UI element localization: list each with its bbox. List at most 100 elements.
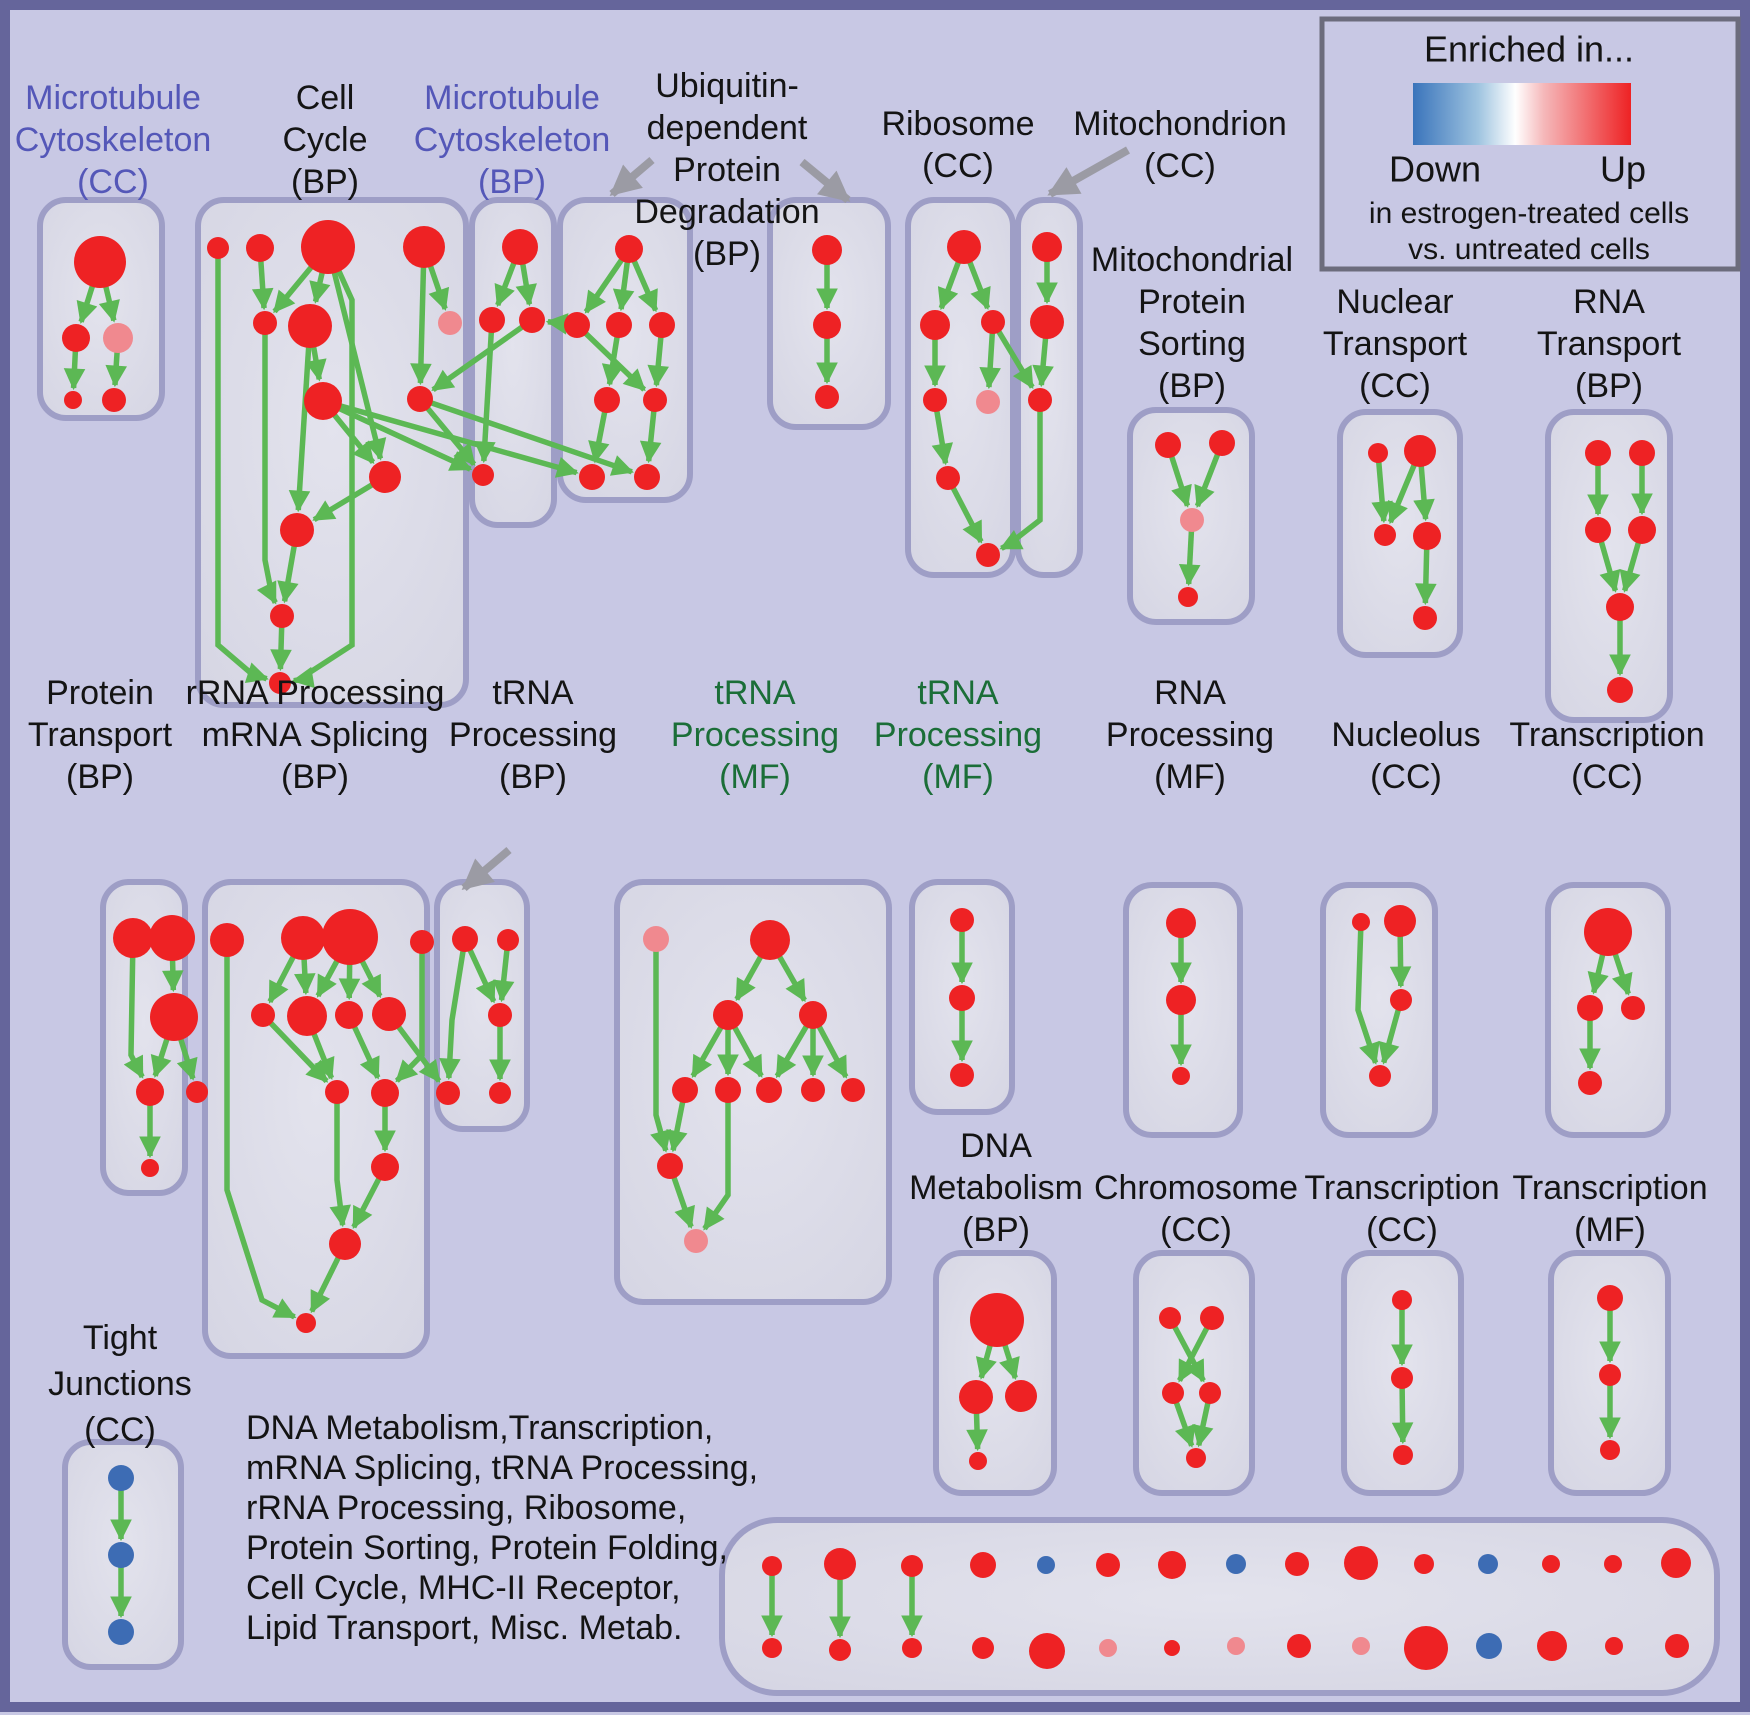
node-r1 xyxy=(210,923,244,957)
edge-t2-t3 xyxy=(492,948,515,1003)
group-label-nuclear-transport-line1: Transport xyxy=(1323,325,1468,363)
node-c1 xyxy=(502,229,538,265)
group-label-rrna-processing-mrna-splicing-line0: rRNA Processing xyxy=(186,674,445,712)
group-label-protein-transport-line2: (BP) xyxy=(66,758,134,796)
node-k6 xyxy=(1099,1639,1117,1657)
node-u3 xyxy=(1390,989,1412,1011)
edge-h1-h3 xyxy=(1168,454,1192,508)
edge-p1-p4 xyxy=(123,955,145,1079)
group-label-tight-junctions-line0: Tight xyxy=(83,1319,158,1357)
group-label-cell-cycle-line2: (BP) xyxy=(291,163,359,201)
node-d1 xyxy=(615,235,643,263)
node-s6 xyxy=(1096,1553,1120,1577)
node-f5 xyxy=(976,390,1000,414)
node-s13 xyxy=(1542,1555,1560,1573)
edge-b3-b12 xyxy=(291,268,355,689)
edge-m4-m9 xyxy=(816,1024,849,1079)
group-box-rrna-processing-mrna-splicing xyxy=(202,879,430,1359)
node-s2 xyxy=(824,1548,856,1580)
node-z2 xyxy=(1599,1364,1621,1386)
node-s10 xyxy=(1344,1546,1378,1580)
node-w4 xyxy=(969,1452,987,1470)
group-label-ribosome-line0: Ribosome xyxy=(881,105,1034,143)
node-f7 xyxy=(976,543,1000,567)
node-k2 xyxy=(829,1639,851,1661)
node-c4 xyxy=(472,464,494,486)
node-p2 xyxy=(149,915,195,961)
edge-r3-r6 xyxy=(315,958,340,998)
edge-x3-x5 xyxy=(1173,1400,1196,1448)
edge-w2-w4 xyxy=(966,1411,988,1452)
edge-b4-b13 xyxy=(410,265,432,386)
edge-f6-f7 xyxy=(950,485,984,544)
group-label-cell-cycle-line0: Cell xyxy=(296,79,355,117)
edge-g2-g3 xyxy=(1032,336,1054,388)
node-u1 xyxy=(1352,913,1370,931)
node-b12 xyxy=(269,672,291,694)
node-t5 xyxy=(489,1082,511,1104)
node-x3 xyxy=(1162,1382,1184,1404)
edge-r9-r12 xyxy=(329,1102,351,1228)
node-r13 xyxy=(296,1313,316,1333)
node-m8 xyxy=(801,1078,825,1102)
group-label-rna-transport-line1: Transport xyxy=(1537,325,1682,363)
edge-y2-y3 xyxy=(1391,1386,1414,1445)
node-j4 xyxy=(1628,516,1656,544)
callout-arrow-ubiquitin-to-box2 xyxy=(799,158,851,204)
edge-r7-r10 xyxy=(351,1024,381,1080)
group-box-nucleolus xyxy=(1320,882,1438,1138)
node-w3 xyxy=(1005,1380,1037,1412)
node-u4 xyxy=(1369,1065,1391,1087)
edge-a2-a4 xyxy=(63,349,86,391)
node-s3 xyxy=(901,1555,923,1577)
group-box-ubiquitin-box-1 xyxy=(557,197,693,503)
edge-r1-r13 xyxy=(224,955,297,1320)
group-label-trna-processing-mf-2-line1: Processing xyxy=(874,716,1042,754)
edge-t1-t4 xyxy=(439,949,466,1081)
edge-d5-d7 xyxy=(588,410,610,464)
group-label-trna-processing-mf-2-line0: tRNA xyxy=(917,674,999,712)
group-label-trna-processing-mf-2-line2: (MF) xyxy=(922,758,994,796)
node-d3 xyxy=(606,312,632,338)
node-k8 xyxy=(1227,1637,1245,1655)
group-label-microtubule-cc-line2: (CC) xyxy=(77,163,149,201)
edge-v1-v2 xyxy=(1587,952,1609,995)
node-m11 xyxy=(684,1229,708,1253)
group-label-cell-cycle-line1: Cycle xyxy=(282,121,367,159)
group-label-rna-transport-line0: RNA xyxy=(1573,283,1645,321)
edge-a3-a5 xyxy=(105,350,127,388)
node-x2 xyxy=(1200,1306,1224,1330)
edge-i2-i4 xyxy=(1413,464,1435,522)
node-r3 xyxy=(322,909,378,965)
edge-b9-b10 xyxy=(312,481,375,523)
node-d4 xyxy=(649,312,675,338)
node-k13 xyxy=(1537,1631,1567,1661)
node-n1 xyxy=(950,908,974,932)
node-k14 xyxy=(1605,1637,1623,1655)
group-label-nucleolus-line1: (CC) xyxy=(1370,758,1442,796)
node-s4 xyxy=(970,1552,996,1578)
node-i1 xyxy=(1368,443,1388,463)
group-label-microtubule-bp-line1: Cytoskeleton xyxy=(414,121,611,159)
node-f4 xyxy=(923,388,947,412)
group-label-rrna-processing-mrna-splicing-line2: (BP) xyxy=(281,758,349,796)
node-s5 xyxy=(1037,1556,1055,1574)
node-tj2 xyxy=(108,1542,134,1568)
node-r7 xyxy=(335,1001,363,1029)
node-a4 xyxy=(64,391,82,409)
group-label-trna-processing-mf-1-line0: tRNA xyxy=(714,674,796,712)
node-g2 xyxy=(1030,305,1064,339)
group-label-rrna-processing-mrna-splicing-line1: mRNA Splicing xyxy=(202,716,429,754)
node-r10 xyxy=(371,1079,399,1107)
node-k9 xyxy=(1287,1634,1311,1658)
edge-t1-t3 xyxy=(467,947,497,1004)
node-p1 xyxy=(113,918,153,958)
edge-m10-m11 xyxy=(671,1175,695,1229)
node-i3 xyxy=(1374,524,1396,546)
node-y3 xyxy=(1393,1445,1413,1465)
edge-b2-b5 xyxy=(251,259,274,311)
node-b8 xyxy=(304,382,342,420)
edge-b8-d7 xyxy=(338,402,579,478)
